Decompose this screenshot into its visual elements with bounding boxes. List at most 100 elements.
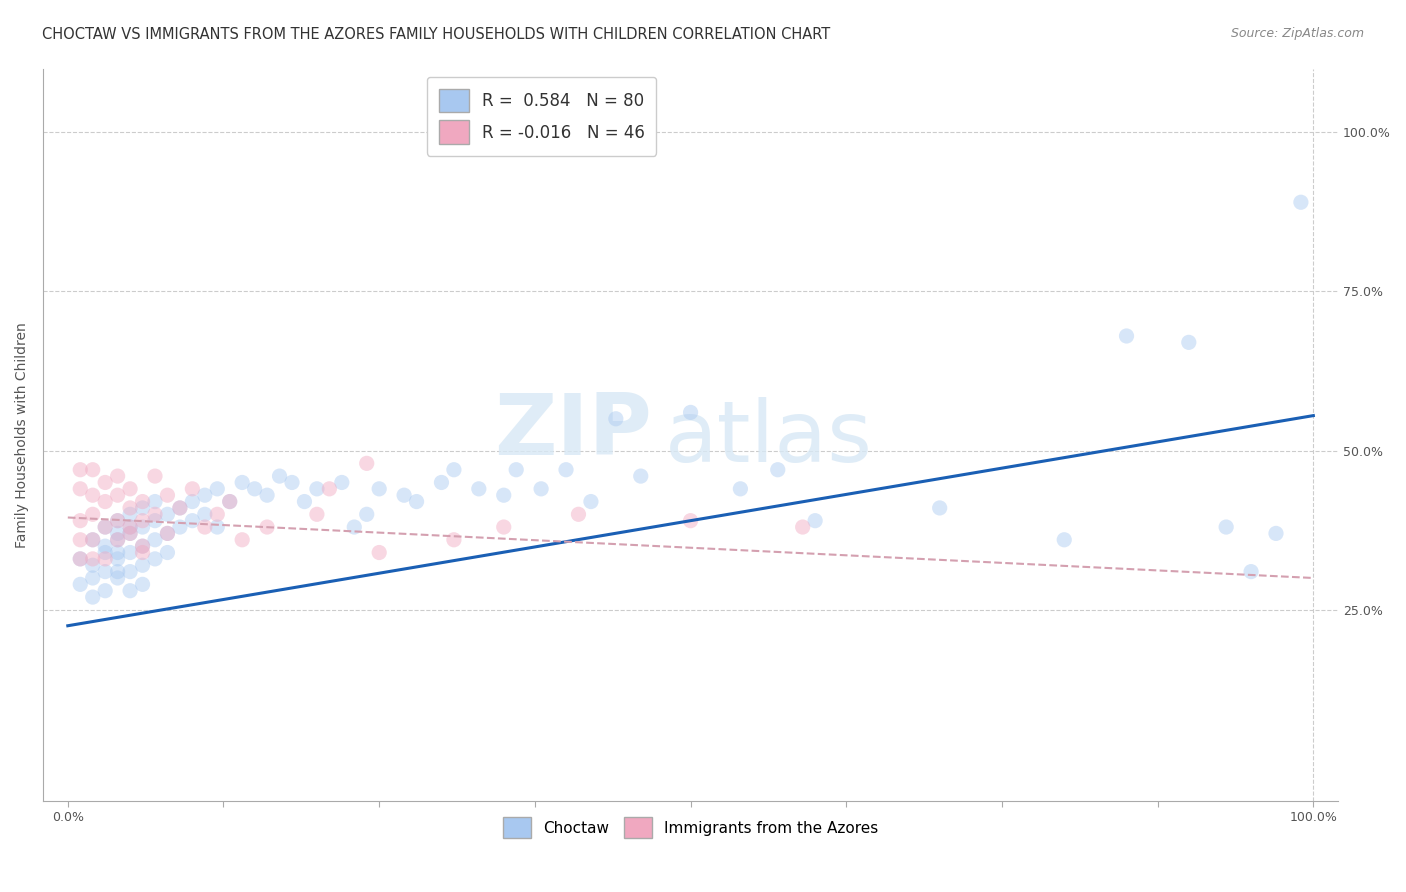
Point	[492, 520, 515, 534]
Point	[194, 520, 217, 534]
Point	[94, 565, 117, 579]
Point	[120, 508, 142, 522]
Point	[82, 552, 104, 566]
Point	[368, 545, 391, 559]
Point	[356, 456, 378, 470]
Point	[94, 520, 117, 534]
Point	[120, 520, 142, 534]
Point	[207, 508, 229, 522]
Point	[69, 552, 91, 566]
Point	[82, 533, 104, 547]
Point	[368, 482, 391, 496]
Point	[94, 539, 117, 553]
Point	[330, 475, 353, 490]
Point	[120, 545, 142, 559]
Point	[131, 539, 153, 553]
Point	[231, 475, 253, 490]
Point	[555, 463, 578, 477]
Point	[156, 526, 179, 541]
Point	[69, 482, 91, 496]
Text: ZIP: ZIP	[494, 390, 652, 473]
Point	[1289, 195, 1312, 210]
Point	[256, 520, 278, 534]
Point	[69, 577, 91, 591]
Point	[107, 526, 129, 541]
Point	[143, 494, 166, 508]
Point	[69, 552, 91, 566]
Point	[131, 500, 153, 515]
Point	[218, 494, 240, 508]
Point	[567, 508, 589, 522]
Point	[181, 494, 204, 508]
Point	[1265, 526, 1288, 541]
Point	[131, 539, 153, 553]
Point	[94, 583, 117, 598]
Point	[107, 469, 129, 483]
Point	[468, 482, 491, 496]
Point	[69, 533, 91, 547]
Point	[120, 482, 142, 496]
Point	[82, 463, 104, 477]
Point	[630, 469, 652, 483]
Point	[730, 482, 752, 496]
Point	[82, 590, 104, 604]
Point	[194, 488, 217, 502]
Point	[579, 494, 602, 508]
Point	[107, 533, 129, 547]
Point	[792, 520, 814, 534]
Point	[156, 526, 179, 541]
Point	[207, 520, 229, 534]
Point	[131, 520, 153, 534]
Point	[120, 565, 142, 579]
Point	[492, 488, 515, 502]
Point	[269, 469, 291, 483]
Point	[120, 520, 142, 534]
Point	[305, 482, 328, 496]
Text: atlas: atlas	[665, 397, 873, 480]
Point	[107, 571, 129, 585]
Point	[82, 508, 104, 522]
Legend: Choctaw, Immigrants from the Azores: Choctaw, Immigrants from the Azores	[496, 811, 884, 845]
Point	[804, 514, 827, 528]
Point	[156, 488, 179, 502]
Point	[69, 463, 91, 477]
Point	[305, 508, 328, 522]
Point	[281, 475, 304, 490]
Text: Source: ZipAtlas.com: Source: ZipAtlas.com	[1230, 27, 1364, 40]
Point	[343, 520, 366, 534]
Point	[107, 514, 129, 528]
Point	[120, 500, 142, 515]
Point	[143, 508, 166, 522]
Point	[218, 494, 240, 508]
Point	[405, 494, 427, 508]
Point	[69, 514, 91, 528]
Point	[94, 494, 117, 508]
Point	[505, 463, 527, 477]
Point	[169, 500, 191, 515]
Point	[1215, 520, 1237, 534]
Point	[143, 552, 166, 566]
Point	[766, 463, 789, 477]
Point	[605, 411, 627, 425]
Point	[82, 488, 104, 502]
Point	[143, 469, 166, 483]
Point	[143, 514, 166, 528]
Point	[1178, 335, 1201, 350]
Point	[107, 488, 129, 502]
Point	[207, 482, 229, 496]
Point	[1053, 533, 1076, 547]
Point	[430, 475, 453, 490]
Point	[318, 482, 340, 496]
Point	[679, 514, 702, 528]
Point	[181, 482, 204, 496]
Point	[120, 526, 142, 541]
Point	[181, 514, 204, 528]
Point	[94, 545, 117, 559]
Point	[107, 514, 129, 528]
Y-axis label: Family Households with Children: Family Households with Children	[15, 322, 30, 548]
Point	[107, 545, 129, 559]
Point	[82, 558, 104, 573]
Point	[1240, 565, 1263, 579]
Point	[356, 508, 378, 522]
Point	[107, 533, 129, 547]
